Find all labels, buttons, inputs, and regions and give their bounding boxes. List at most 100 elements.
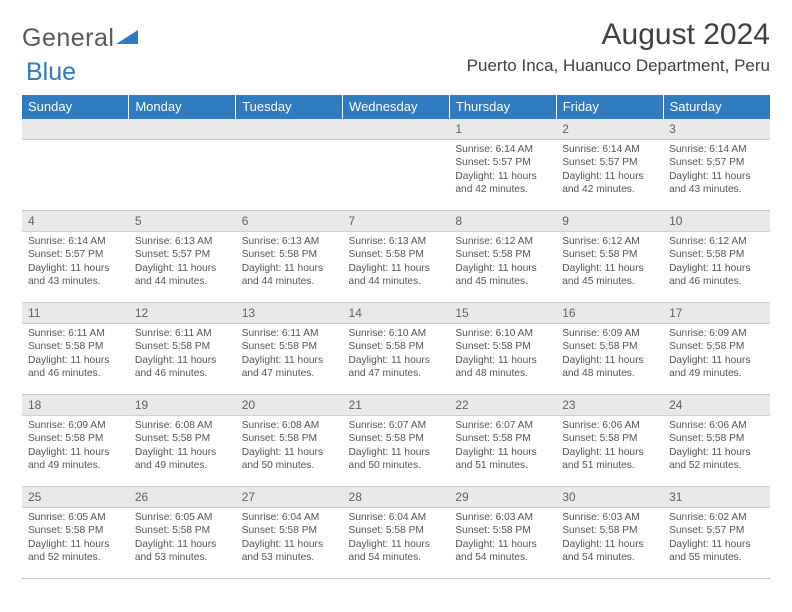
day-number: 27	[236, 487, 343, 508]
day-number: 4	[22, 211, 129, 232]
day-cell: 15Sunrise: 6:10 AMSunset: 5:58 PMDayligh…	[449, 303, 556, 395]
day-number: 11	[22, 303, 129, 324]
day-cell: 9Sunrise: 6:12 AMSunset: 5:58 PMDaylight…	[556, 211, 663, 303]
day-cell: 3Sunrise: 6:14 AMSunset: 5:57 PMDaylight…	[663, 119, 770, 211]
day-number: 5	[129, 211, 236, 232]
day-number: 19	[129, 395, 236, 416]
day-number	[129, 119, 236, 140]
day-cell: 26Sunrise: 6:05 AMSunset: 5:58 PMDayligh…	[129, 487, 236, 579]
location-subtitle: Puerto Inca, Huanuco Department, Peru	[467, 56, 770, 76]
day-cell: 14Sunrise: 6:10 AMSunset: 5:58 PMDayligh…	[343, 303, 450, 395]
day-details: Sunrise: 6:10 AMSunset: 5:58 PMDaylight:…	[343, 324, 450, 380]
day-number: 28	[343, 487, 450, 508]
day-details: Sunrise: 6:12 AMSunset: 5:58 PMDaylight:…	[556, 232, 663, 288]
day-header: Wednesday	[343, 95, 450, 119]
day-cell: 30Sunrise: 6:03 AMSunset: 5:58 PMDayligh…	[556, 487, 663, 579]
day-number: 17	[663, 303, 770, 324]
day-details: Sunrise: 6:09 AMSunset: 5:58 PMDaylight:…	[663, 324, 770, 380]
day-cell: 21Sunrise: 6:07 AMSunset: 5:58 PMDayligh…	[343, 395, 450, 487]
day-header: Saturday	[663, 95, 770, 119]
day-details: Sunrise: 6:05 AMSunset: 5:58 PMDaylight:…	[129, 508, 236, 564]
day-cell: 23Sunrise: 6:06 AMSunset: 5:58 PMDayligh…	[556, 395, 663, 487]
week-row: 1Sunrise: 6:14 AMSunset: 5:57 PMDaylight…	[22, 119, 770, 211]
day-number: 16	[556, 303, 663, 324]
day-cell: 6Sunrise: 6:13 AMSunset: 5:58 PMDaylight…	[236, 211, 343, 303]
day-cell: 27Sunrise: 6:04 AMSunset: 5:58 PMDayligh…	[236, 487, 343, 579]
day-details: Sunrise: 6:06 AMSunset: 5:58 PMDaylight:…	[663, 416, 770, 472]
day-details: Sunrise: 6:11 AMSunset: 5:58 PMDaylight:…	[22, 324, 129, 380]
day-details: Sunrise: 6:14 AMSunset: 5:57 PMDaylight:…	[663, 140, 770, 196]
day-number: 30	[556, 487, 663, 508]
day-number: 3	[663, 119, 770, 140]
day-details: Sunrise: 6:02 AMSunset: 5:57 PMDaylight:…	[663, 508, 770, 564]
day-number: 7	[343, 211, 450, 232]
day-details: Sunrise: 6:03 AMSunset: 5:58 PMDaylight:…	[556, 508, 663, 564]
day-number: 20	[236, 395, 343, 416]
day-cell: 22Sunrise: 6:07 AMSunset: 5:58 PMDayligh…	[449, 395, 556, 487]
title-block: August 2024 Puerto Inca, Huanuco Departm…	[467, 18, 770, 76]
day-number: 15	[449, 303, 556, 324]
day-cell	[236, 119, 343, 211]
day-number: 10	[663, 211, 770, 232]
day-number: 18	[22, 395, 129, 416]
day-number: 26	[129, 487, 236, 508]
day-number: 13	[236, 303, 343, 324]
day-header: Friday	[556, 95, 663, 119]
day-details: Sunrise: 6:11 AMSunset: 5:58 PMDaylight:…	[129, 324, 236, 380]
day-header-row: SundayMondayTuesdayWednesdayThursdayFrid…	[22, 95, 770, 119]
week-row: 25Sunrise: 6:05 AMSunset: 5:58 PMDayligh…	[22, 487, 770, 579]
day-number: 2	[556, 119, 663, 140]
day-details: Sunrise: 6:11 AMSunset: 5:58 PMDaylight:…	[236, 324, 343, 380]
day-cell: 18Sunrise: 6:09 AMSunset: 5:58 PMDayligh…	[22, 395, 129, 487]
day-header: Monday	[129, 95, 236, 119]
day-header: Thursday	[449, 95, 556, 119]
day-cell: 20Sunrise: 6:08 AMSunset: 5:58 PMDayligh…	[236, 395, 343, 487]
day-cell: 4Sunrise: 6:14 AMSunset: 5:57 PMDaylight…	[22, 211, 129, 303]
day-details: Sunrise: 6:03 AMSunset: 5:58 PMDaylight:…	[449, 508, 556, 564]
day-details: Sunrise: 6:13 AMSunset: 5:57 PMDaylight:…	[129, 232, 236, 288]
day-header: Tuesday	[236, 95, 343, 119]
brand-logo: General	[22, 18, 140, 53]
day-cell: 29Sunrise: 6:03 AMSunset: 5:58 PMDayligh…	[449, 487, 556, 579]
day-cell: 31Sunrise: 6:02 AMSunset: 5:57 PMDayligh…	[663, 487, 770, 579]
day-cell: 25Sunrise: 6:05 AMSunset: 5:58 PMDayligh…	[22, 487, 129, 579]
day-details: Sunrise: 6:07 AMSunset: 5:58 PMDaylight:…	[343, 416, 450, 472]
day-number: 14	[343, 303, 450, 324]
day-number: 1	[449, 119, 556, 140]
day-details: Sunrise: 6:14 AMSunset: 5:57 PMDaylight:…	[22, 232, 129, 288]
calendar-body: 1Sunrise: 6:14 AMSunset: 5:57 PMDaylight…	[22, 119, 770, 579]
day-cell: 13Sunrise: 6:11 AMSunset: 5:58 PMDayligh…	[236, 303, 343, 395]
week-row: 11Sunrise: 6:11 AMSunset: 5:58 PMDayligh…	[22, 303, 770, 395]
day-header: Sunday	[22, 95, 129, 119]
week-row: 4Sunrise: 6:14 AMSunset: 5:57 PMDaylight…	[22, 211, 770, 303]
day-details: Sunrise: 6:04 AMSunset: 5:58 PMDaylight:…	[236, 508, 343, 564]
day-details: Sunrise: 6:04 AMSunset: 5:58 PMDaylight:…	[343, 508, 450, 564]
brand-triangle-icon	[116, 24, 138, 53]
day-number: 6	[236, 211, 343, 232]
day-cell: 19Sunrise: 6:08 AMSunset: 5:58 PMDayligh…	[129, 395, 236, 487]
day-details: Sunrise: 6:07 AMSunset: 5:58 PMDaylight:…	[449, 416, 556, 472]
day-cell	[22, 119, 129, 211]
day-number	[343, 119, 450, 140]
day-details: Sunrise: 6:14 AMSunset: 5:57 PMDaylight:…	[449, 140, 556, 196]
day-number	[22, 119, 129, 140]
day-details: Sunrise: 6:09 AMSunset: 5:58 PMDaylight:…	[556, 324, 663, 380]
day-details: Sunrise: 6:12 AMSunset: 5:58 PMDaylight:…	[449, 232, 556, 288]
day-number: 12	[129, 303, 236, 324]
day-details: Sunrise: 6:10 AMSunset: 5:58 PMDaylight:…	[449, 324, 556, 380]
day-details: Sunrise: 6:14 AMSunset: 5:57 PMDaylight:…	[556, 140, 663, 196]
day-number: 21	[343, 395, 450, 416]
day-details: Sunrise: 6:05 AMSunset: 5:58 PMDaylight:…	[22, 508, 129, 564]
week-row: 18Sunrise: 6:09 AMSunset: 5:58 PMDayligh…	[22, 395, 770, 487]
day-cell: 28Sunrise: 6:04 AMSunset: 5:58 PMDayligh…	[343, 487, 450, 579]
day-details: Sunrise: 6:12 AMSunset: 5:58 PMDaylight:…	[663, 232, 770, 288]
day-number: 31	[663, 487, 770, 508]
brand-part1: General	[22, 24, 114, 53]
day-cell	[129, 119, 236, 211]
day-cell: 16Sunrise: 6:09 AMSunset: 5:58 PMDayligh…	[556, 303, 663, 395]
day-details: Sunrise: 6:09 AMSunset: 5:58 PMDaylight:…	[22, 416, 129, 472]
day-cell: 7Sunrise: 6:13 AMSunset: 5:58 PMDaylight…	[343, 211, 450, 303]
brand-part2: Blue	[26, 58, 76, 86]
day-details: Sunrise: 6:13 AMSunset: 5:58 PMDaylight:…	[236, 232, 343, 288]
day-cell: 24Sunrise: 6:06 AMSunset: 5:58 PMDayligh…	[663, 395, 770, 487]
